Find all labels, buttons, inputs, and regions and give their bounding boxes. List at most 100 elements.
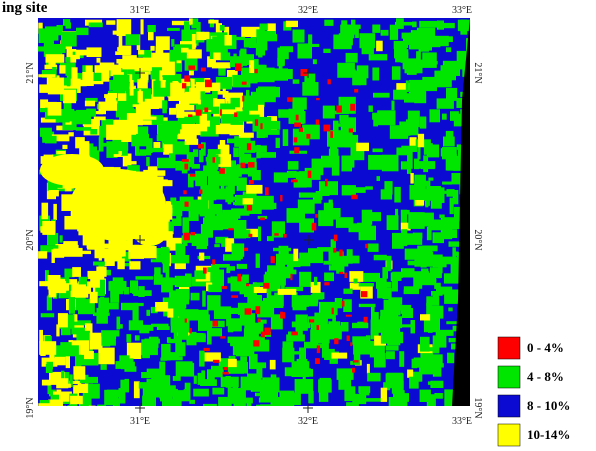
map-patch xyxy=(313,59,317,64)
map-patch xyxy=(150,46,154,51)
map-patch xyxy=(290,262,294,271)
map-patch xyxy=(65,57,70,62)
map-patch xyxy=(221,377,239,387)
map-patch xyxy=(249,60,254,73)
map-patch xyxy=(316,98,320,100)
lon-label: 31°E xyxy=(130,416,150,427)
map-patch xyxy=(148,25,156,32)
map-patch xyxy=(219,168,225,174)
lon-label: 32°E xyxy=(298,5,318,16)
map-patch xyxy=(249,234,253,237)
map-patch xyxy=(48,102,62,116)
map-patch xyxy=(409,212,425,229)
map-patch xyxy=(175,263,186,269)
map-patch xyxy=(205,216,223,231)
map-patch xyxy=(162,100,167,109)
map-patch xyxy=(189,157,194,163)
map-patch xyxy=(372,25,380,33)
map-patch xyxy=(184,117,201,124)
map-patch xyxy=(283,129,289,146)
map-patch xyxy=(76,127,92,131)
map-patch xyxy=(106,125,125,140)
map-patch xyxy=(387,215,399,230)
map-patch xyxy=(392,275,398,291)
map-patch xyxy=(138,286,144,297)
map-patch xyxy=(298,303,308,307)
map-patch xyxy=(98,348,114,365)
map-patch xyxy=(323,309,336,319)
map-patch xyxy=(132,282,136,294)
map-patch xyxy=(256,254,260,268)
map-patch xyxy=(381,388,387,402)
map-patch xyxy=(294,147,299,153)
map-patch xyxy=(147,369,163,378)
map-patch xyxy=(231,295,238,298)
map-patch xyxy=(90,292,98,303)
map-patch xyxy=(356,143,369,151)
map-patch xyxy=(364,398,381,402)
map-patch xyxy=(191,79,195,89)
map-patch xyxy=(374,353,386,368)
map-patch xyxy=(148,31,154,40)
map-patch xyxy=(132,214,168,246)
map-patch xyxy=(168,301,186,308)
map-patch xyxy=(204,108,208,113)
map-patch xyxy=(315,358,320,364)
map-patch xyxy=(121,358,134,369)
map-patch xyxy=(365,186,373,189)
map-patch xyxy=(218,68,225,76)
map-patch xyxy=(394,187,401,203)
map-patch xyxy=(409,33,421,50)
map-patch xyxy=(106,20,115,25)
map-patch xyxy=(308,34,312,43)
map-patch xyxy=(102,250,112,254)
map-patch xyxy=(265,405,273,416)
map-patch xyxy=(293,79,300,83)
map-patch xyxy=(199,253,204,261)
map-patch xyxy=(220,109,222,115)
map-patch xyxy=(42,203,49,220)
map-patch xyxy=(438,289,452,294)
map-patch xyxy=(58,384,71,388)
legend-label: 0 - 4% xyxy=(527,340,564,355)
map-patch xyxy=(280,50,285,66)
map-patch xyxy=(360,33,376,48)
map-patch xyxy=(118,324,122,329)
map-patch xyxy=(396,18,404,29)
map-patch xyxy=(213,321,219,327)
map-patch xyxy=(273,248,291,251)
map-patch xyxy=(291,332,297,336)
map-patch xyxy=(49,190,59,196)
map-patch xyxy=(260,123,262,129)
map-patch xyxy=(333,121,339,131)
map-patch xyxy=(335,298,342,308)
map-patch xyxy=(384,324,394,332)
map-patch xyxy=(386,351,395,359)
map-patch xyxy=(282,348,294,363)
map-patch xyxy=(185,319,187,323)
map-patch xyxy=(373,93,390,98)
map-patch xyxy=(76,331,90,342)
map-patch xyxy=(244,38,256,48)
map-patch xyxy=(441,217,459,229)
map-patch xyxy=(228,359,237,367)
map-patch xyxy=(420,117,427,129)
map-patch xyxy=(333,35,351,50)
map-patch xyxy=(422,246,438,252)
map-patch xyxy=(139,246,157,258)
map-patch xyxy=(61,32,77,47)
map-patch xyxy=(163,399,179,409)
map-patch xyxy=(228,193,232,205)
legend-label: 8 - 10% xyxy=(527,398,570,413)
map-patch xyxy=(296,382,309,394)
map-patch xyxy=(40,154,104,186)
map-patch xyxy=(278,109,294,118)
map-patch xyxy=(255,119,258,126)
map-patch xyxy=(450,111,459,121)
map-patch xyxy=(169,108,176,115)
map-patch xyxy=(149,337,158,348)
map-patch xyxy=(200,209,210,217)
map-patch xyxy=(406,233,422,245)
map-patch xyxy=(212,36,221,52)
lon-label: 33°E xyxy=(452,5,472,16)
